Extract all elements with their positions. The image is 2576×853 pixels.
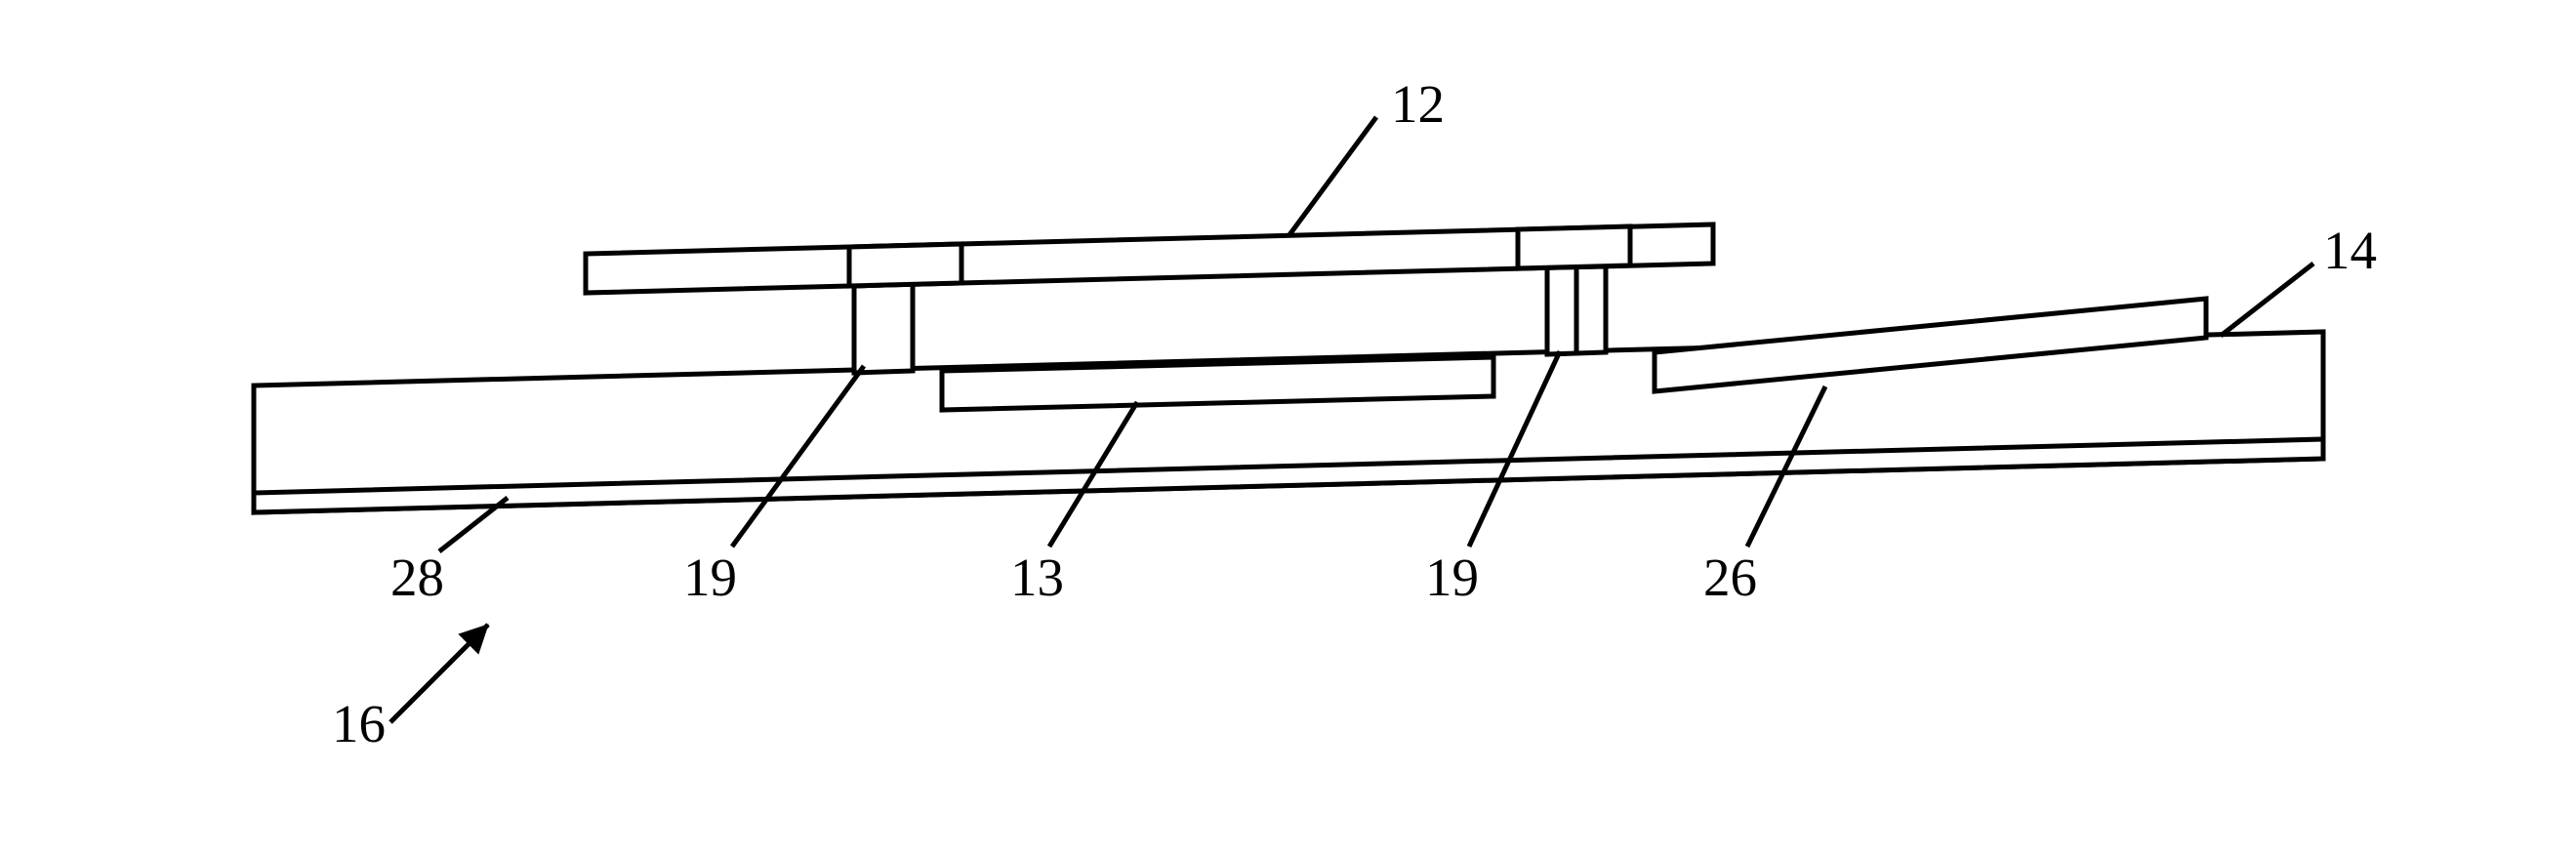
- label-26: 26: [1703, 548, 1757, 607]
- figure-reference-arrow: [390, 625, 488, 722]
- label-12: 12: [1391, 74, 1445, 134]
- upper-die-slot-right: [1518, 226, 1630, 268]
- label-14: 14: [2323, 221, 2377, 280]
- label-28: 28: [390, 548, 444, 607]
- label-13: 13: [1010, 548, 1064, 607]
- upper-die-slot-left: [849, 244, 961, 286]
- leader-12: [1288, 117, 1376, 236]
- technical-diagram: 12 14 28 19 13 19 26 16: [0, 0, 2576, 853]
- label-19-right: 19: [1425, 548, 1479, 607]
- leader-14: [2221, 264, 2313, 336]
- label-16: 16: [332, 694, 386, 753]
- label-19-left: 19: [683, 548, 737, 607]
- connector-post-left: [854, 284, 913, 373]
